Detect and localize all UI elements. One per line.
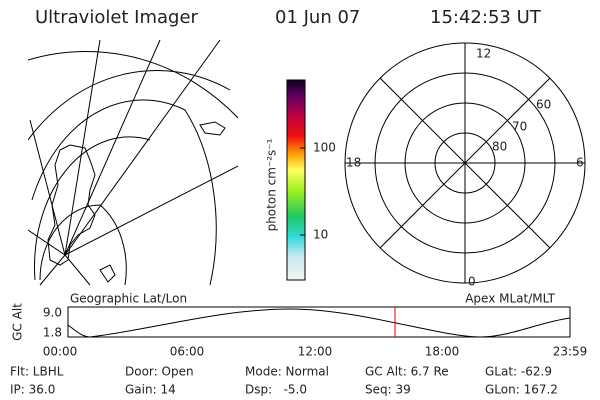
status: Flt: LBHL Door: Open Mode: Normal GC Alt: 6… — [10, 365, 558, 397]
timeline-x-tick: 18:00 — [425, 345, 460, 359]
time: 15:42:53 UT — [430, 7, 542, 28]
map — [28, 39, 238, 286]
lat-label: 70 — [512, 120, 527, 134]
date: 01 Jun 07 — [275, 7, 360, 28]
status-field: IP: 36.0 — [10, 383, 55, 397]
mlt-label: 18 — [346, 156, 361, 170]
status-field: Flt: LBHL — [10, 365, 64, 379]
status-field: GLon: 167.2 — [485, 383, 558, 397]
lat-label: 60 — [536, 98, 551, 112]
timeline-y-tick: 1.8 — [43, 326, 62, 340]
colorbar — [286, 79, 306, 281]
polar-plot — [344, 42, 586, 284]
timeline-left-label: Geographic Lat/Lon — [70, 292, 187, 306]
timeline-x-tick: 06:00 — [170, 345, 205, 359]
mlt-label: 12 — [476, 47, 491, 61]
status-field: Gain: 14 — [125, 383, 176, 397]
timeline-right-label: Apex MLat/MLT — [465, 292, 555, 306]
colorbar-label: photon cm⁻²s⁻¹ — [265, 138, 279, 231]
status-field: Mode: Normal — [245, 365, 329, 379]
timeline-y-label: GC Alt — [11, 303, 25, 341]
colorbar-tick-label: 100 — [313, 141, 336, 155]
timeline-x-tick: 23:59 — [553, 345, 588, 359]
altitude-curve — [67, 308, 571, 338]
status-field: GLat: -62.9 — [485, 365, 552, 379]
title: Ultraviolet Imager — [35, 7, 199, 28]
timeline-box — [67, 306, 571, 338]
status-field: Dsp: -5.0 — [245, 383, 307, 397]
status-field: Seq: 39 — [365, 383, 411, 397]
timeline-y-tick: 9.0 — [43, 306, 62, 320]
timeline-x-tick: 12:00 — [298, 345, 333, 359]
mlt-label: 6 — [576, 156, 584, 170]
lat-label: 80 — [492, 140, 507, 154]
status-field: Door: Open — [125, 365, 194, 379]
mlt-label: 0 — [468, 275, 476, 289]
colorbar-tick-label: 10 — [313, 228, 328, 242]
timeline-x-tick: 00:00 — [43, 345, 78, 359]
status-field: GC Alt: 6.7 Re — [365, 365, 449, 379]
